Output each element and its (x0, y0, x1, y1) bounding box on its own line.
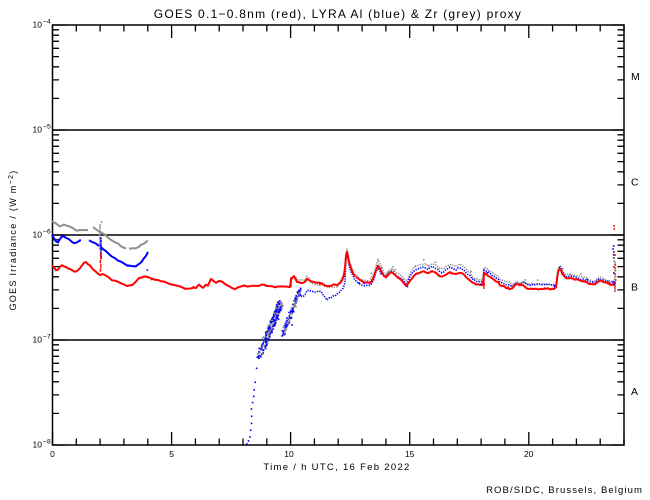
svg-text:M: M (631, 71, 640, 83)
svg-text:5: 5 (169, 449, 174, 459)
svg-text:10: 10 (33, 335, 43, 345)
svg-text:10: 10 (33, 125, 43, 135)
svg-text:B: B (631, 282, 638, 294)
svg-text:A: A (631, 386, 638, 398)
svg-text:−5: −5 (43, 124, 51, 131)
svg-text:15: 15 (405, 449, 415, 459)
svg-text:−8: −8 (43, 439, 51, 446)
svg-text:−4: −4 (43, 19, 51, 26)
svg-text:10: 10 (33, 230, 43, 240)
svg-text:C: C (631, 176, 639, 188)
svg-text:GOES Irradiance / (W m−2): GOES Irradiance / (W m−2) (8, 169, 18, 310)
svg-text:Time / h UTC, 16 Feb 2022: Time / h UTC, 16 Feb 2022 (263, 462, 410, 473)
svg-text:GOES 0.1−0.8nm (red), LYRA Al: GOES 0.1−0.8nm (red), LYRA Al (blue) & Z… (154, 7, 522, 21)
svg-text:0: 0 (50, 449, 55, 459)
svg-text:ROB/SIDC, Brussels, Belgium: ROB/SIDC, Brussels, Belgium (486, 485, 643, 496)
svg-text:10: 10 (33, 20, 43, 30)
svg-text:10: 10 (284, 449, 294, 459)
svg-text:−7: −7 (43, 334, 51, 341)
svg-text:20: 20 (524, 449, 534, 459)
svg-text:10: 10 (33, 440, 43, 450)
svg-text:−6: −6 (43, 229, 51, 236)
